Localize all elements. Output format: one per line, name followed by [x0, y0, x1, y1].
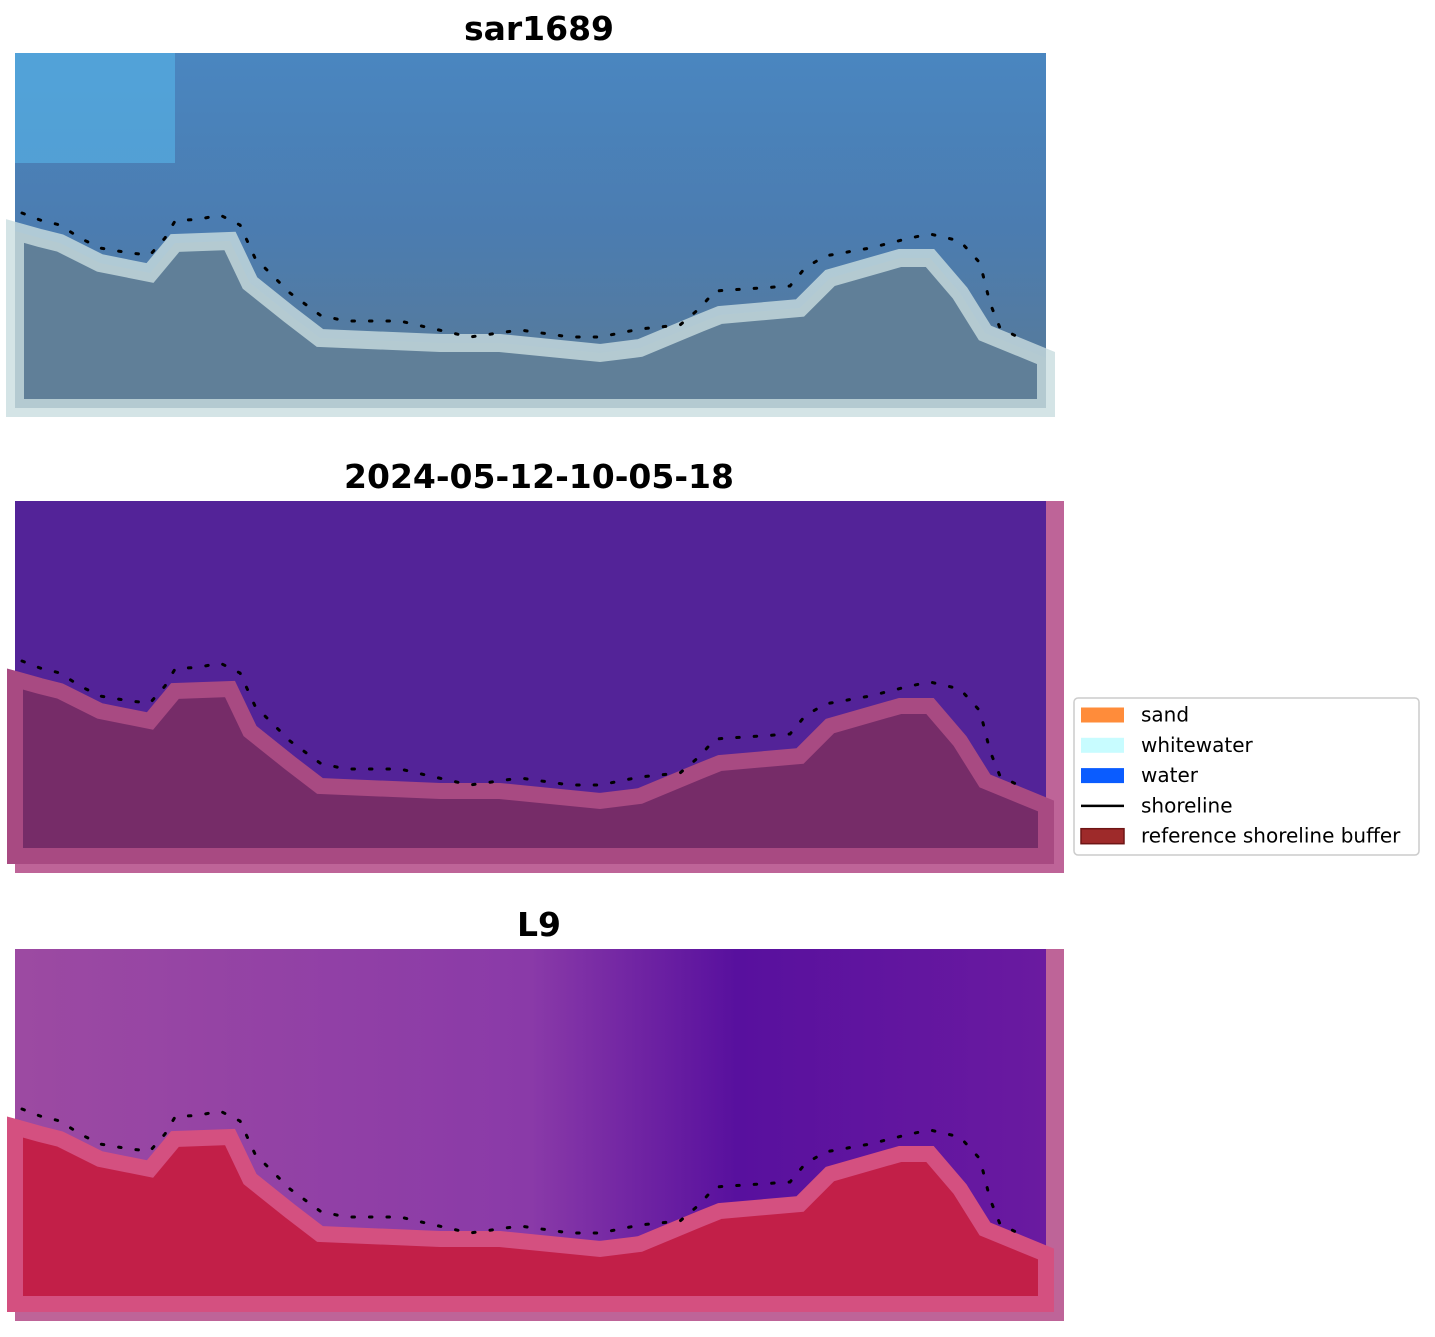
panel-title: L9 — [517, 905, 561, 944]
legend-label: sand — [1141, 703, 1189, 727]
panel-title: 2024-05-12-10-05-18 — [344, 457, 734, 496]
legend-swatch — [1081, 768, 1124, 784]
legend-swatch — [1080, 827, 1125, 845]
legend-label: whitewater — [1141, 733, 1253, 757]
image-patch — [15, 53, 175, 163]
legend-swatch — [1081, 737, 1124, 753]
panel-1: sar1689 — [15, 9, 1046, 408]
panel-title: sar1689 — [464, 9, 614, 48]
legend-label: shoreline — [1141, 793, 1233, 817]
legend-swatch — [1081, 707, 1124, 723]
legend-frame — [1073, 697, 1420, 856]
panel-2: 2024-05-12-10-05-18 — [15, 457, 1064, 873]
legend-label: reference shoreline buffer — [1141, 824, 1401, 848]
panel-3: L9 — [15, 905, 1064, 1321]
legend-label: water — [1141, 763, 1199, 787]
legend: sand whitewater water shoreline reference sh… — [1073, 697, 1420, 856]
